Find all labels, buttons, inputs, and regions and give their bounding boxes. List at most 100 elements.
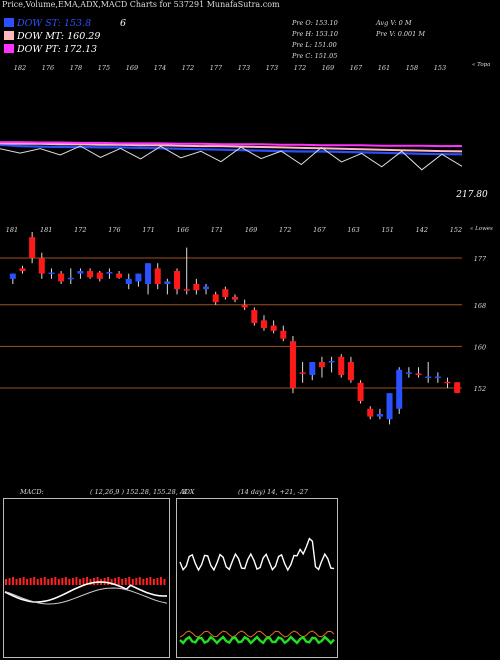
candle-body [203,286,210,290]
macd-histogram-bar [33,577,36,585]
macd-histogram-bar [114,578,117,585]
macd-histogram-bar [82,578,85,585]
candle-body [357,382,364,401]
macd-histogram-bar [117,577,120,585]
legend-swatch-st [4,18,14,27]
candle-body [77,271,84,274]
avg-volume: Avg V: 0 M [376,19,412,27]
candle-body [174,271,181,290]
macd-histogram-bar [78,579,81,585]
price-axis-label: 152 [474,385,486,393]
chart-header: Price,Volume,EMA,ADX,MACD Charts for 537… [2,0,280,9]
candle-body [415,373,422,375]
macd-histogram-bar [145,578,148,585]
price-tick-label: 181 [40,226,52,234]
signal-line [4,587,168,605]
macd-histogram-bar [15,579,18,585]
ema-line [0,142,463,153]
top-tick-label: 169 [126,64,138,72]
candle-body [106,272,113,274]
price-tick-label: 169 [245,226,257,234]
candle-body [116,273,123,278]
macd-histogram-bar [8,578,11,585]
adx-title: ADX [180,488,195,496]
price-axis-label: 177 [474,255,487,263]
top-tick-label: 153 [434,64,446,72]
candle-body [193,284,200,291]
top-tick-label: 173 [238,64,250,72]
candle-body [309,362,316,375]
candle-body [444,381,451,384]
candle-body [405,372,412,374]
macd-histogram-bar [149,577,152,585]
candle-body [386,393,393,420]
top-label: « Topa [472,62,491,68]
candle-body [289,341,296,388]
candle-body [299,372,306,374]
candle-body [222,289,229,297]
di-plus-line [179,635,335,645]
candle-body [328,360,335,363]
candle-body [270,325,277,331]
top-tick-label: 167 [350,64,363,72]
macd-histogram-bar [152,579,155,585]
ohlc-open: Pre O: 153.10 [292,19,338,27]
macd-histogram-bar [159,577,162,585]
price-tick-label: 176 [108,226,120,234]
top-tick-label: 172 [182,64,194,72]
macd-histogram-bar [36,579,39,585]
candle-body [347,362,354,381]
top-tick-label: 176 [42,64,54,72]
price-tick-label: 181 [6,226,18,234]
legend-dow-pt: DOW PT: 172.13 [4,44,97,55]
macd-histogram-bar [107,577,110,585]
candle-body [19,268,26,271]
macd-histogram-bar [71,578,74,585]
candle-body [251,310,258,323]
candle-body [425,376,432,379]
price-axis-label: 168 [474,302,486,310]
macd-histogram-bar [135,578,138,585]
candle-body [280,330,287,339]
pre-volume: Pre V: 0.001 M [376,30,426,38]
macd-histogram-bar [110,579,113,585]
macd-histogram-bar [54,577,57,585]
price-tick-label: 171 [211,226,223,234]
legend-dow-mt: DOW MT: 160.29 [4,31,100,42]
current-value-label: 217.80 [455,190,488,200]
candle-body [29,237,36,258]
top-tick-label: 158 [406,64,418,72]
candle-body [396,369,403,409]
candle-body [135,273,142,282]
legend-mt-label: DOW MT: 160.29 [17,31,101,42]
legend-dow-st: DOW ST: 153.8 [4,18,91,29]
macd-values: ( 12,26,9 ) 152.28, 155.28, -3 [90,488,187,496]
macd-histogram-bar [26,579,29,585]
top-tick-label: 175 [98,64,110,72]
macd-histogram-bar [75,577,78,585]
candle-body [87,271,94,278]
adx-line [179,537,335,572]
macd-histogram-bar [121,579,124,585]
legend-swatch-pt [4,44,14,53]
legend-pt-label: DOW PT: 172.13 [17,44,98,55]
candle-body [434,376,441,379]
candle-body [454,382,461,393]
macd-histogram-bar [138,577,141,585]
candle-body [154,268,161,284]
price-tick-label: 142 [416,226,428,234]
candle-body [164,281,171,284]
macd-histogram-bar [43,577,46,585]
candle-body [58,273,65,282]
price-tick-label: 167 [313,226,326,234]
candle-body [367,408,374,417]
macd-histogram-bar [124,578,127,585]
top-tick-label: 177 [210,64,223,72]
macd-histogram-bar [131,579,134,585]
lower-label: « Lowes [470,226,493,232]
adx-panel [176,498,338,658]
price-tick-label: 163 [347,226,359,234]
candle-body [67,277,74,280]
macd-histogram-bar [5,579,7,585]
macd-histogram-bar [163,579,166,585]
